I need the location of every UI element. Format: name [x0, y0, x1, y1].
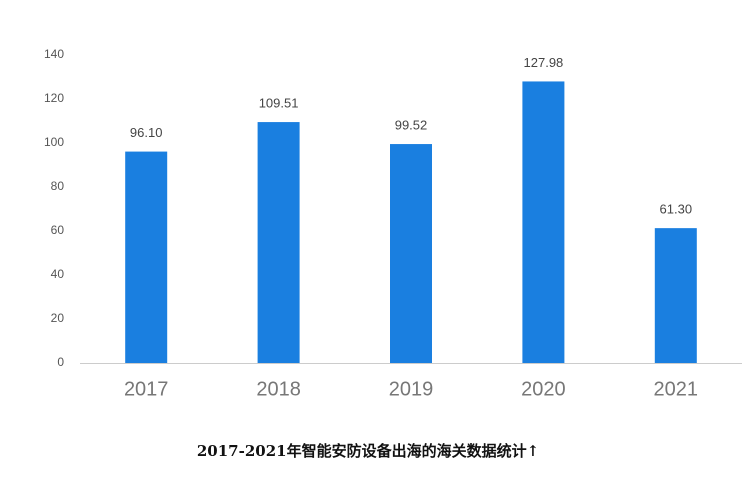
x-tick-label: 2021: [654, 378, 699, 400]
bar: [257, 122, 300, 363]
x-tick-label: 2017: [124, 378, 169, 400]
value-label: 99.52: [395, 117, 428, 132]
x-tick-label: 2018: [256, 378, 301, 400]
x-tick-label: 2020: [521, 378, 566, 400]
bar: [125, 151, 168, 363]
chart-title: 2017-2021年智能安防设备出海的海关数据统计↑: [197, 442, 539, 460]
y-tick-label: 20: [51, 311, 65, 325]
y-tick-label: 120: [44, 91, 64, 105]
y-tick-label: 0: [57, 355, 64, 369]
value-label: 96.10: [130, 125, 163, 140]
y-tick-label: 60: [51, 223, 65, 237]
bar: [654, 228, 697, 363]
bar: [522, 81, 565, 363]
y-tick-label: 80: [51, 179, 65, 193]
y-tick-label: 100: [44, 135, 64, 149]
value-label: 109.51: [259, 96, 299, 111]
value-label: 127.98: [524, 55, 564, 70]
value-label: 61.30: [660, 202, 693, 217]
y-tick-label: 140: [44, 47, 64, 61]
x-tick-label: 2019: [389, 378, 434, 400]
bar: [390, 144, 432, 363]
y-tick-label: 40: [51, 267, 65, 281]
